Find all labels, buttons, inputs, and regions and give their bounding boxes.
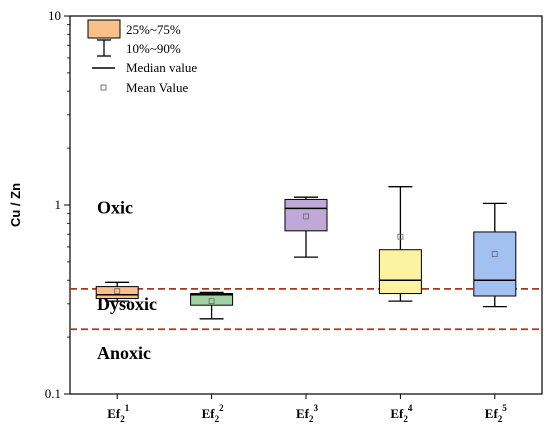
iqr-box (378, 249, 422, 295)
iqr-box (95, 286, 139, 300)
legend-label-whisker: 10%~90% (126, 41, 181, 56)
legend-label-median: Median value (126, 60, 197, 75)
y-tick-label: 0.1 (45, 386, 61, 401)
zone-label: Oxic (97, 198, 133, 218)
x-tick-label: Ef22 (202, 403, 225, 424)
legend-label-box: 25%~75% (126, 22, 181, 37)
x-tick-label: Ef23 (296, 403, 319, 424)
iqr-box (473, 231, 517, 297)
iqr-box (284, 198, 328, 232)
iqr-box (190, 293, 234, 306)
y-axis-label: Cu / Zn (8, 183, 23, 227)
x-tick-label: Ef21 (107, 403, 130, 424)
legend: 25%~75% 10%~90% Median value Mean Value (87, 19, 197, 95)
legend-mean-swatch (100, 84, 107, 91)
legend-label-mean: Mean Value (126, 80, 188, 95)
mean-marker (114, 288, 121, 295)
mean-marker (208, 298, 215, 305)
x-tick-label: Ef25 (485, 403, 508, 424)
legend-whisker-swatch (97, 39, 111, 57)
y-tick-label: 10 (48, 8, 61, 23)
legend-box-swatch (87, 19, 121, 39)
mean-marker (303, 213, 309, 220)
mean-marker (491, 251, 498, 257)
x-tick-label: Ef24 (390, 403, 413, 424)
mean-marker (397, 233, 404, 240)
y-tick-label: 1 (55, 197, 62, 212)
zone-label: Anoxic (97, 343, 151, 363)
